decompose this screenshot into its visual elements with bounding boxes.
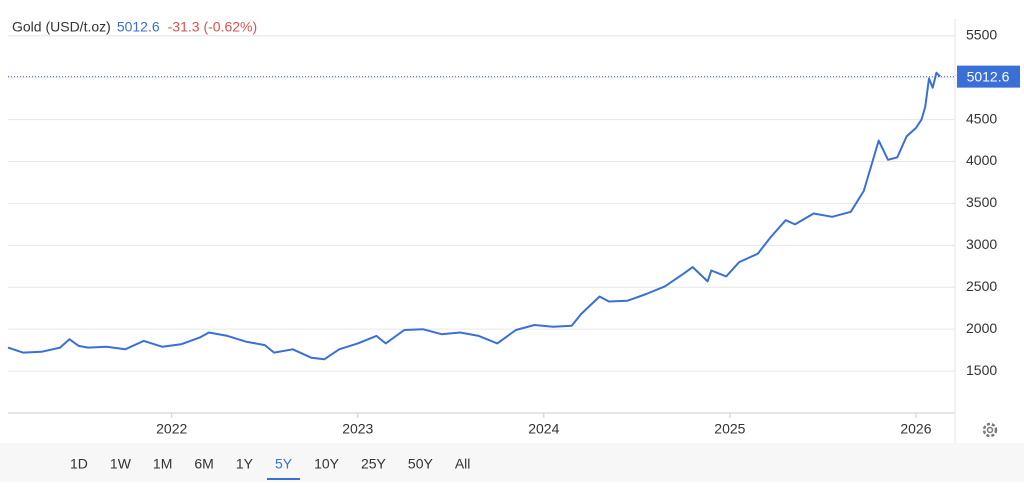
range-button[interactable]: 10Y	[314, 456, 340, 472]
range-button[interactable]: 50Y	[408, 456, 434, 472]
y-tick-label: 4000	[966, 152, 997, 168]
y-tick-label: 2500	[966, 278, 997, 294]
range-button[interactable]: 6M	[194, 456, 213, 472]
x-tick-label: 2025	[714, 421, 745, 437]
y-tick-label: 2000	[966, 320, 997, 336]
y-tick-label: 1500	[966, 362, 997, 378]
range-button[interactable]: 1D	[70, 456, 88, 472]
y-tick-label: 5500	[966, 26, 997, 42]
price: 5012.6	[117, 19, 160, 35]
price-change: -31.3 (-0.62%)	[168, 19, 257, 35]
x-tick-label: 2023	[342, 421, 373, 437]
x-tick-label: 2022	[156, 421, 187, 437]
x-tick-label: 2024	[528, 421, 559, 437]
last-value-label: 5012.6	[967, 68, 1010, 84]
range-button[interactable]: 1M	[153, 456, 172, 472]
range-button[interactable]: 1W	[110, 456, 132, 472]
range-bar	[0, 443, 1024, 482]
y-tick-label: 3000	[966, 236, 997, 252]
last-value-badge	[957, 65, 1020, 88]
settings-icon[interactable]	[982, 422, 998, 438]
y-tick-label: 3500	[966, 194, 997, 210]
range-button[interactable]: 1Y	[236, 456, 254, 472]
x-tick-label: 2026	[900, 421, 931, 437]
range-button[interactable]: 5Y	[275, 456, 293, 472]
range-button[interactable]: All	[455, 456, 471, 472]
range-button[interactable]: 25Y	[361, 456, 387, 472]
price-line	[7, 71, 941, 361]
y-tick-label: 4500	[966, 110, 997, 126]
chart-title: Gold (USD/t.oz)	[12, 19, 111, 35]
